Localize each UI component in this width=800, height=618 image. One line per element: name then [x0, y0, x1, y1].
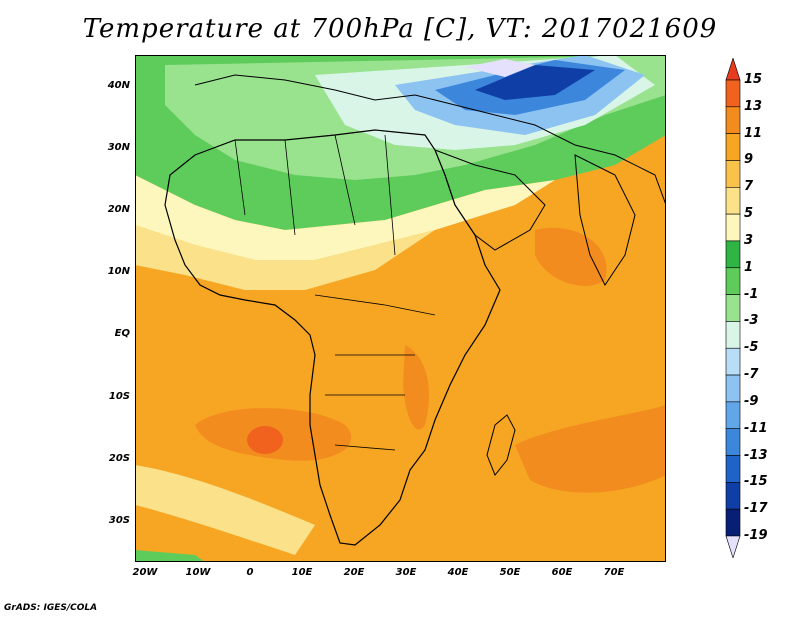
lon-label: 20W	[132, 567, 158, 578]
colorbar-swatch	[725, 401, 741, 430]
cool-band-southwest-corner	[135, 550, 205, 562]
map-panel	[135, 55, 667, 562]
country-borders	[234, 134, 436, 451]
colorbar-swatch	[725, 106, 741, 134]
colorbar-tick-label: -17	[744, 501, 768, 517]
warm-spot-arabian-sea	[535, 227, 607, 286]
arabia-outline	[434, 149, 546, 251]
colorbar-tick-label: 7	[744, 179, 754, 195]
lat-label: 20N	[107, 204, 130, 215]
eurasia-coast	[194, 74, 667, 206]
warm-spot-indian-ocean	[515, 405, 666, 493]
colorbar-tick-label: 13	[744, 98, 763, 114]
colorbar-tick-label: -7	[744, 367, 759, 383]
credit-text: GrADS: IGES/COLA	[4, 603, 98, 613]
colorbar-swatch	[725, 321, 741, 349]
lon-label: 10W	[185, 567, 211, 578]
colorbar-swatch	[725, 160, 741, 188]
india-outline	[574, 154, 636, 286]
temp-band-dark-blue	[475, 65, 595, 100]
colorbar-swatch	[725, 133, 741, 161]
colorbar-tick-label: 9	[744, 152, 754, 168]
colorbar-tick-label: 1	[744, 259, 754, 275]
cool-band-south-atlantic	[135, 465, 315, 555]
chart-title: Temperature at 700hPa [C], VT: 201702160…	[82, 14, 718, 44]
colorbar-swatch	[725, 267, 741, 295]
lat-label: 10N	[107, 266, 130, 277]
lon-label: 10E	[291, 567, 313, 578]
temp-band-light-yellow	[135, 225, 435, 290]
colorbar-swatch	[725, 455, 741, 483]
colorbar-swatch	[725, 428, 741, 456]
lat-label: 20S	[108, 453, 130, 464]
colorbar-swatch	[725, 79, 741, 108]
madagascar-outline	[486, 414, 516, 476]
colorbar-swatch	[725, 294, 741, 322]
lon-label: 60E	[551, 567, 573, 578]
lat-label: 30N	[107, 142, 130, 153]
colorbar-tick-label: -5	[744, 340, 759, 356]
colorbar-tick-label: 3	[744, 232, 754, 248]
lon-label: 40E	[447, 567, 469, 578]
colorbar-tick-label: 11	[744, 125, 763, 141]
colorbar-bottom-arrow	[725, 535, 741, 558]
colorbar-tick-label: 5	[744, 206, 754, 222]
lat-label: 40N	[107, 80, 130, 91]
colorbar-swatch	[725, 186, 741, 215]
colorbar-swatch	[725, 240, 741, 269]
lat-label: EQ	[114, 328, 130, 339]
colorbar-swatch	[725, 482, 741, 510]
colorbar-tick-label: -19	[744, 528, 768, 543]
colorbar-top-arrow	[725, 58, 741, 81]
lon-label: 50E	[499, 567, 521, 578]
colorbar-swatch	[725, 213, 741, 242]
colorbar-swatch	[725, 347, 741, 376]
colorbar-swatch	[725, 374, 741, 403]
hot-spot-atlantic	[247, 426, 283, 454]
lat-label: 10S	[108, 391, 130, 402]
map-border	[135, 55, 666, 562]
lon-label: 0	[246, 567, 254, 578]
colorbar-tick-label: 15	[744, 72, 763, 87]
colorbar-tick-label: -13	[744, 447, 768, 463]
colorbar-tick-label: -1	[744, 286, 759, 302]
lon-label: 70E	[603, 567, 625, 578]
temperature-map	[135, 55, 667, 562]
lon-label: 20E	[343, 567, 365, 578]
colorbar	[725, 58, 741, 558]
colorbar-tick-label: -9	[744, 393, 759, 409]
lat-label: 30S	[108, 515, 130, 526]
colorbar-tick-label: -11	[744, 420, 768, 436]
lon-label: 30E	[395, 567, 417, 578]
temp-band-lavender	[465, 59, 535, 77]
colorbar-tick-label: -15	[744, 474, 768, 490]
colorbar-swatch	[725, 508, 741, 537]
temp-band-yellow	[135, 175, 555, 260]
africa-outline	[164, 129, 501, 546]
colorbar-tick-label: -3	[744, 313, 759, 329]
warm-spot-east-africa	[403, 345, 429, 430]
